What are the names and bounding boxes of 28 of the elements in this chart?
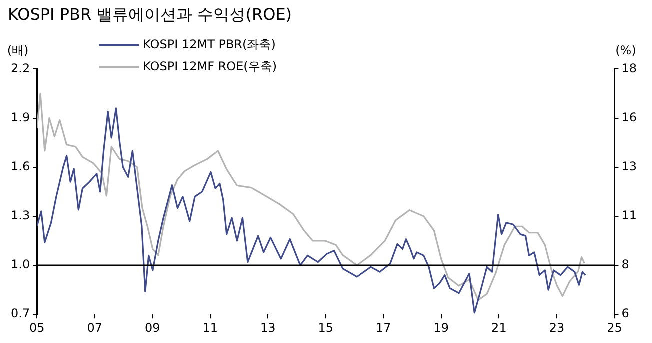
- y-tick-label: 1.6: [10, 159, 30, 174]
- x-tick-label: 09: [144, 320, 160, 335]
- y2-tick-label: 6: [622, 306, 630, 321]
- chart-title: KOSPI PBR 밸류에이션과 수익성(ROE): [8, 4, 292, 24]
- y-tick-label: 1.9: [10, 110, 30, 124]
- x-tick-label: 13: [260, 320, 276, 335]
- legend-label: KOSPI 12MF ROE(우축): [143, 59, 278, 74]
- y-tick-label: 0.7: [10, 306, 30, 321]
- x-tick-label: 19: [434, 320, 450, 335]
- y2-tick-label: 16: [622, 110, 638, 124]
- y-tick-label: 1.0: [10, 258, 30, 272]
- x-tick-label: 25: [607, 320, 622, 335]
- y2-axis-title: (%): [616, 43, 636, 58]
- x-tick-label: 15: [318, 320, 334, 335]
- y-tick-label: 2.2: [10, 61, 30, 76]
- x-tick-label: 05: [29, 320, 45, 335]
- x-tick-label: 11: [202, 320, 218, 335]
- y2-tick-label: 8: [622, 258, 630, 272]
- x-tick-label: 21: [492, 320, 507, 335]
- y2-tick-label: 13: [622, 159, 638, 174]
- y2-tick-label: 18: [622, 61, 638, 76]
- y2-tick-label: 11: [622, 208, 638, 223]
- x-tick-label: 17: [376, 320, 392, 335]
- x-tick-label: 23: [549, 320, 565, 335]
- y-tick-label: 1.3: [10, 208, 30, 223]
- x-tick-label: 07: [87, 320, 102, 335]
- y-axis-title: (배): [7, 43, 29, 58]
- legend-label: KOSPI 12MT PBR(좌축): [143, 37, 276, 52]
